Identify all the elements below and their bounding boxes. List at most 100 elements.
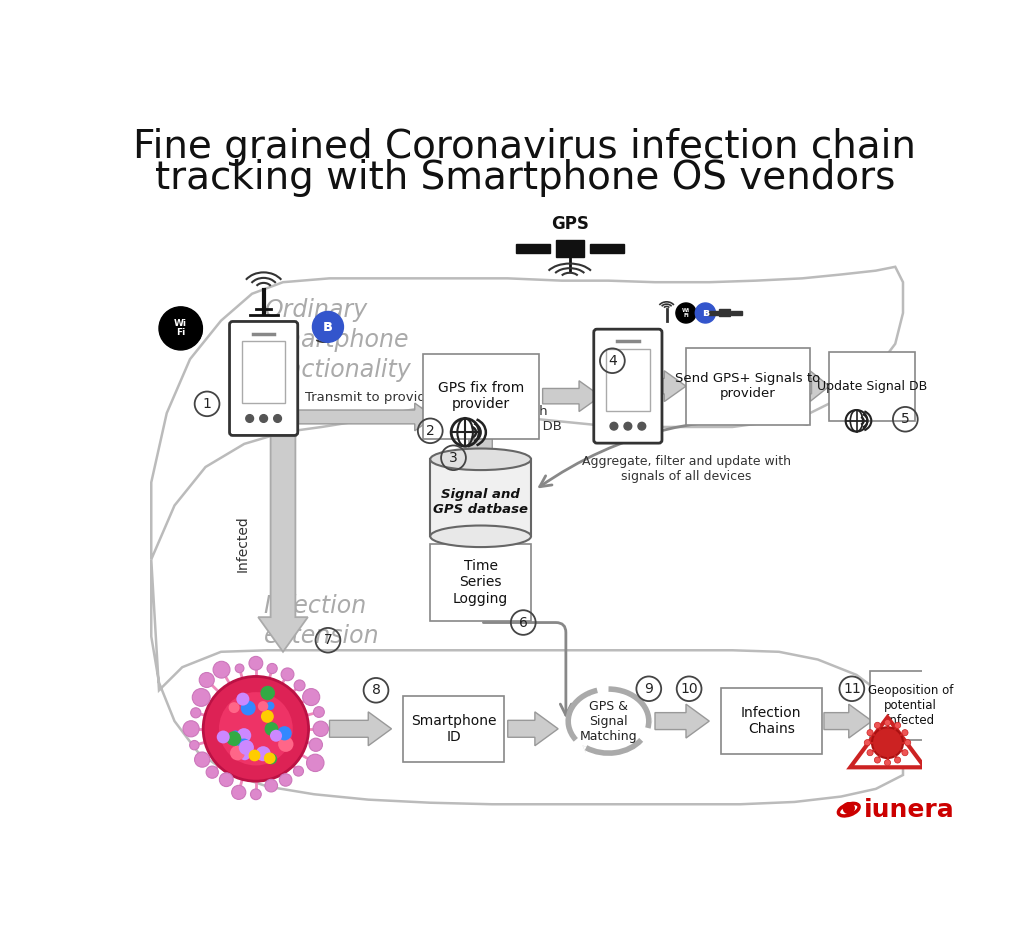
Text: 5: 5 xyxy=(901,413,909,426)
FancyBboxPatch shape xyxy=(594,329,662,443)
Text: Aggregate, filter and update with
signals of all devices: Aggregate, filter and update with signal… xyxy=(582,455,791,482)
Text: Signal and
GPS datbase: Signal and GPS datbase xyxy=(433,488,528,516)
Circle shape xyxy=(624,422,632,430)
Text: Wi
Fi: Wi Fi xyxy=(682,308,690,318)
Circle shape xyxy=(264,752,275,764)
Text: 3: 3 xyxy=(450,451,458,464)
Circle shape xyxy=(282,668,294,681)
Text: GPS &
Signal
Matching: GPS & Signal Matching xyxy=(580,699,637,743)
FancyBboxPatch shape xyxy=(829,352,914,421)
FancyBboxPatch shape xyxy=(590,243,624,253)
Circle shape xyxy=(260,415,267,422)
Circle shape xyxy=(203,677,308,781)
Circle shape xyxy=(233,738,245,749)
FancyBboxPatch shape xyxy=(721,688,821,754)
Circle shape xyxy=(874,722,881,728)
Text: Ordinary
Smartphone
functionality: Ordinary Smartphone functionality xyxy=(263,298,412,382)
FancyBboxPatch shape xyxy=(515,243,550,253)
Circle shape xyxy=(256,746,270,761)
Circle shape xyxy=(885,719,891,726)
Circle shape xyxy=(231,785,246,799)
Polygon shape xyxy=(508,712,558,745)
Circle shape xyxy=(306,754,324,772)
FancyBboxPatch shape xyxy=(719,309,730,316)
Text: tracking with Smartphone OS vendors: tracking with Smartphone OS vendors xyxy=(155,159,895,197)
Circle shape xyxy=(226,731,241,746)
Text: Send GPS+ Signals to
provider: Send GPS+ Signals to provider xyxy=(676,372,820,400)
Circle shape xyxy=(200,672,214,687)
Circle shape xyxy=(238,743,251,756)
Polygon shape xyxy=(850,717,925,767)
Circle shape xyxy=(230,745,245,760)
Circle shape xyxy=(264,722,279,736)
Circle shape xyxy=(867,749,873,756)
FancyBboxPatch shape xyxy=(870,671,951,741)
Text: 11: 11 xyxy=(843,682,861,696)
Polygon shape xyxy=(458,519,504,545)
Circle shape xyxy=(313,707,325,717)
Circle shape xyxy=(249,749,260,761)
Text: Time
Series
Logging: Time Series Logging xyxy=(453,559,508,605)
Circle shape xyxy=(241,700,256,715)
FancyBboxPatch shape xyxy=(423,353,539,438)
Text: 1: 1 xyxy=(203,397,212,411)
Ellipse shape xyxy=(430,525,531,547)
FancyBboxPatch shape xyxy=(403,697,504,761)
Circle shape xyxy=(279,737,294,752)
Text: ʙ: ʙ xyxy=(701,308,709,318)
Polygon shape xyxy=(663,370,686,401)
Polygon shape xyxy=(258,436,308,651)
Circle shape xyxy=(237,693,250,706)
Circle shape xyxy=(237,728,251,743)
Circle shape xyxy=(246,415,254,422)
Circle shape xyxy=(610,422,617,430)
Text: Update Signal DB: Update Signal DB xyxy=(817,380,927,393)
Polygon shape xyxy=(824,704,872,738)
FancyBboxPatch shape xyxy=(430,460,531,537)
Circle shape xyxy=(902,729,908,736)
Circle shape xyxy=(217,730,229,744)
Circle shape xyxy=(267,664,278,674)
Circle shape xyxy=(312,311,343,342)
Text: 9: 9 xyxy=(644,682,653,696)
Circle shape xyxy=(867,729,873,736)
Circle shape xyxy=(159,306,203,350)
Text: iunera: iunera xyxy=(864,798,955,822)
Text: Wi
Fi: Wi Fi xyxy=(174,320,187,337)
Circle shape xyxy=(864,740,870,745)
Text: 2: 2 xyxy=(426,424,434,438)
Circle shape xyxy=(294,680,305,691)
Polygon shape xyxy=(458,412,504,481)
Text: Geoposition of
potential
infected: Geoposition of potential infected xyxy=(868,684,953,728)
Text: 6: 6 xyxy=(519,616,527,630)
Ellipse shape xyxy=(430,448,531,470)
Circle shape xyxy=(309,738,323,751)
Text: Infection
extension: Infection extension xyxy=(263,594,379,648)
FancyBboxPatch shape xyxy=(708,311,719,315)
Circle shape xyxy=(219,773,233,787)
FancyBboxPatch shape xyxy=(686,348,810,425)
FancyBboxPatch shape xyxy=(229,321,298,435)
Circle shape xyxy=(219,692,293,765)
Circle shape xyxy=(895,757,901,763)
Polygon shape xyxy=(655,704,710,738)
Text: 10: 10 xyxy=(680,682,698,696)
FancyBboxPatch shape xyxy=(606,349,649,411)
Circle shape xyxy=(195,752,210,767)
Circle shape xyxy=(885,760,891,766)
Circle shape xyxy=(872,728,903,758)
Circle shape xyxy=(240,749,251,760)
Circle shape xyxy=(238,739,251,752)
Circle shape xyxy=(249,656,263,670)
Circle shape xyxy=(294,766,303,776)
Circle shape xyxy=(280,774,292,786)
Circle shape xyxy=(228,702,240,713)
Circle shape xyxy=(895,722,901,728)
Circle shape xyxy=(266,701,274,710)
Circle shape xyxy=(206,766,218,778)
Text: Infected: Infected xyxy=(236,516,250,572)
FancyBboxPatch shape xyxy=(556,240,584,257)
Text: Infection
Chains: Infection Chains xyxy=(741,706,802,736)
Polygon shape xyxy=(458,381,504,460)
Text: Fine grained Coronavirus infection chain: Fine grained Coronavirus infection chain xyxy=(133,129,916,166)
